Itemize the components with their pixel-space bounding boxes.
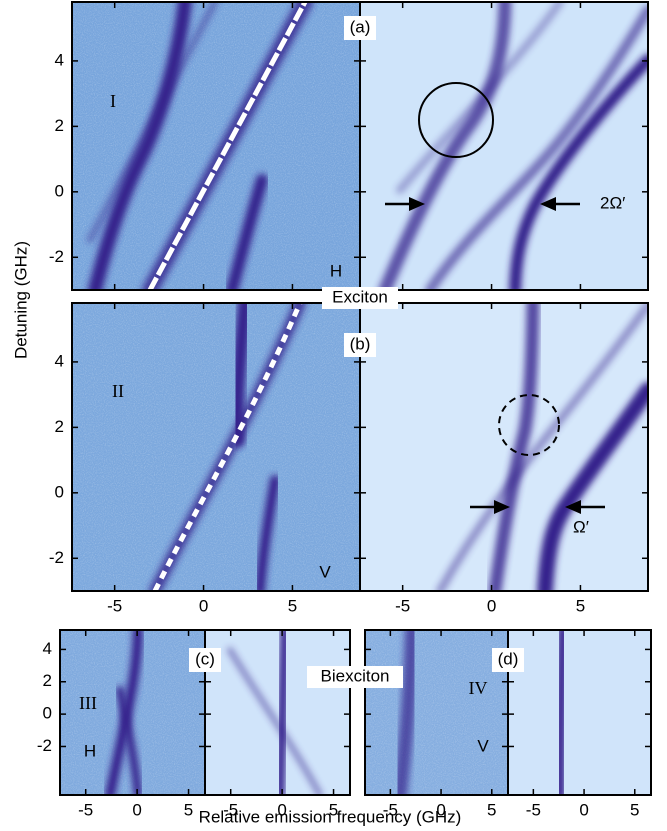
x-tick-label: 5 [630, 800, 639, 819]
trace-label: IV [469, 678, 488, 698]
label-box [307, 666, 403, 688]
x-tick-label: 5 [288, 596, 297, 615]
panel-label: (d) [498, 649, 519, 668]
annotation: 2Ω′ [600, 193, 625, 212]
x-tick-label: 5 [184, 800, 193, 819]
y-tick-label: 4 [55, 50, 64, 69]
x-tick-label: 5 [576, 596, 585, 615]
polarization-label: V [477, 736, 489, 755]
panel-label: (c) [195, 649, 215, 668]
arrows [385, 197, 605, 514]
y-tick-label: 0 [43, 704, 52, 723]
panel-frame [359, 302, 649, 592]
x-tick-label: -5 [395, 596, 410, 615]
x-tick-label: 0 [277, 800, 286, 819]
panel-label: (b) [350, 334, 371, 353]
y-tick-label: 2 [55, 116, 64, 135]
label-box [189, 648, 221, 672]
heatmap-experiment [60, 630, 205, 795]
heatmap-simulation [360, 303, 648, 591]
trace-label: I [110, 91, 116, 111]
x-axis-label: Relative emission frequency (GHz) [199, 807, 462, 826]
trace-label: II [112, 381, 124, 401]
x-tick-label: -5 [78, 800, 93, 819]
heatmap-simulation [205, 630, 350, 795]
x-tick-label: 5 [487, 800, 496, 819]
label-box [322, 287, 398, 309]
y-axis-label: Detuning (GHz) [11, 241, 30, 359]
polarization-label: V [319, 562, 331, 581]
y-tick-label: -2 [37, 736, 52, 755]
x-tick-label: -5 [107, 596, 122, 615]
label-box [492, 648, 524, 672]
x-tick-label: 0 [487, 596, 496, 615]
label-box [344, 16, 376, 40]
annotation: Ω′ [573, 517, 589, 536]
y-tick-label: -2 [49, 247, 64, 266]
x-tick-label: 0 [579, 800, 588, 819]
y-tick-label: 0 [55, 181, 64, 200]
x-tick-label: -5 [526, 800, 541, 819]
x-tick-label: 0 [436, 800, 445, 819]
section-label: Exciton [332, 287, 388, 306]
heatmap-experiment [72, 2, 360, 290]
x-tick-label: -5 [223, 800, 238, 819]
panel-frame [204, 629, 351, 796]
x-tick-label: 0 [199, 596, 208, 615]
panel-frame [507, 629, 652, 796]
x-tick-label: -5 [383, 800, 398, 819]
heatmap-simulation [508, 630, 651, 795]
circle-marker [418, 82, 494, 158]
y-tick-label: 4 [43, 639, 52, 658]
y-tick-label: -2 [49, 548, 64, 567]
y-tick-label: 4 [55, 351, 64, 370]
y-tick-label: 2 [55, 417, 64, 436]
circle-marker [498, 394, 560, 456]
panel-frame [359, 1, 649, 291]
trace-label: III [79, 693, 97, 713]
x-tick-label: 0 [132, 800, 141, 819]
y-tick-label: 0 [55, 482, 64, 501]
x-tick-label: 5 [329, 800, 338, 819]
polarization-label: H [84, 741, 96, 760]
label-box [344, 333, 376, 357]
y-tick-label: 2 [43, 671, 52, 690]
heatmap-experiment [72, 303, 360, 591]
section-label: Biexciton [321, 666, 390, 685]
polarization-label: H [330, 261, 342, 280]
panel-label: (a) [350, 17, 371, 36]
heatmap-simulation [360, 2, 648, 290]
heatmap-experiment [365, 630, 508, 795]
